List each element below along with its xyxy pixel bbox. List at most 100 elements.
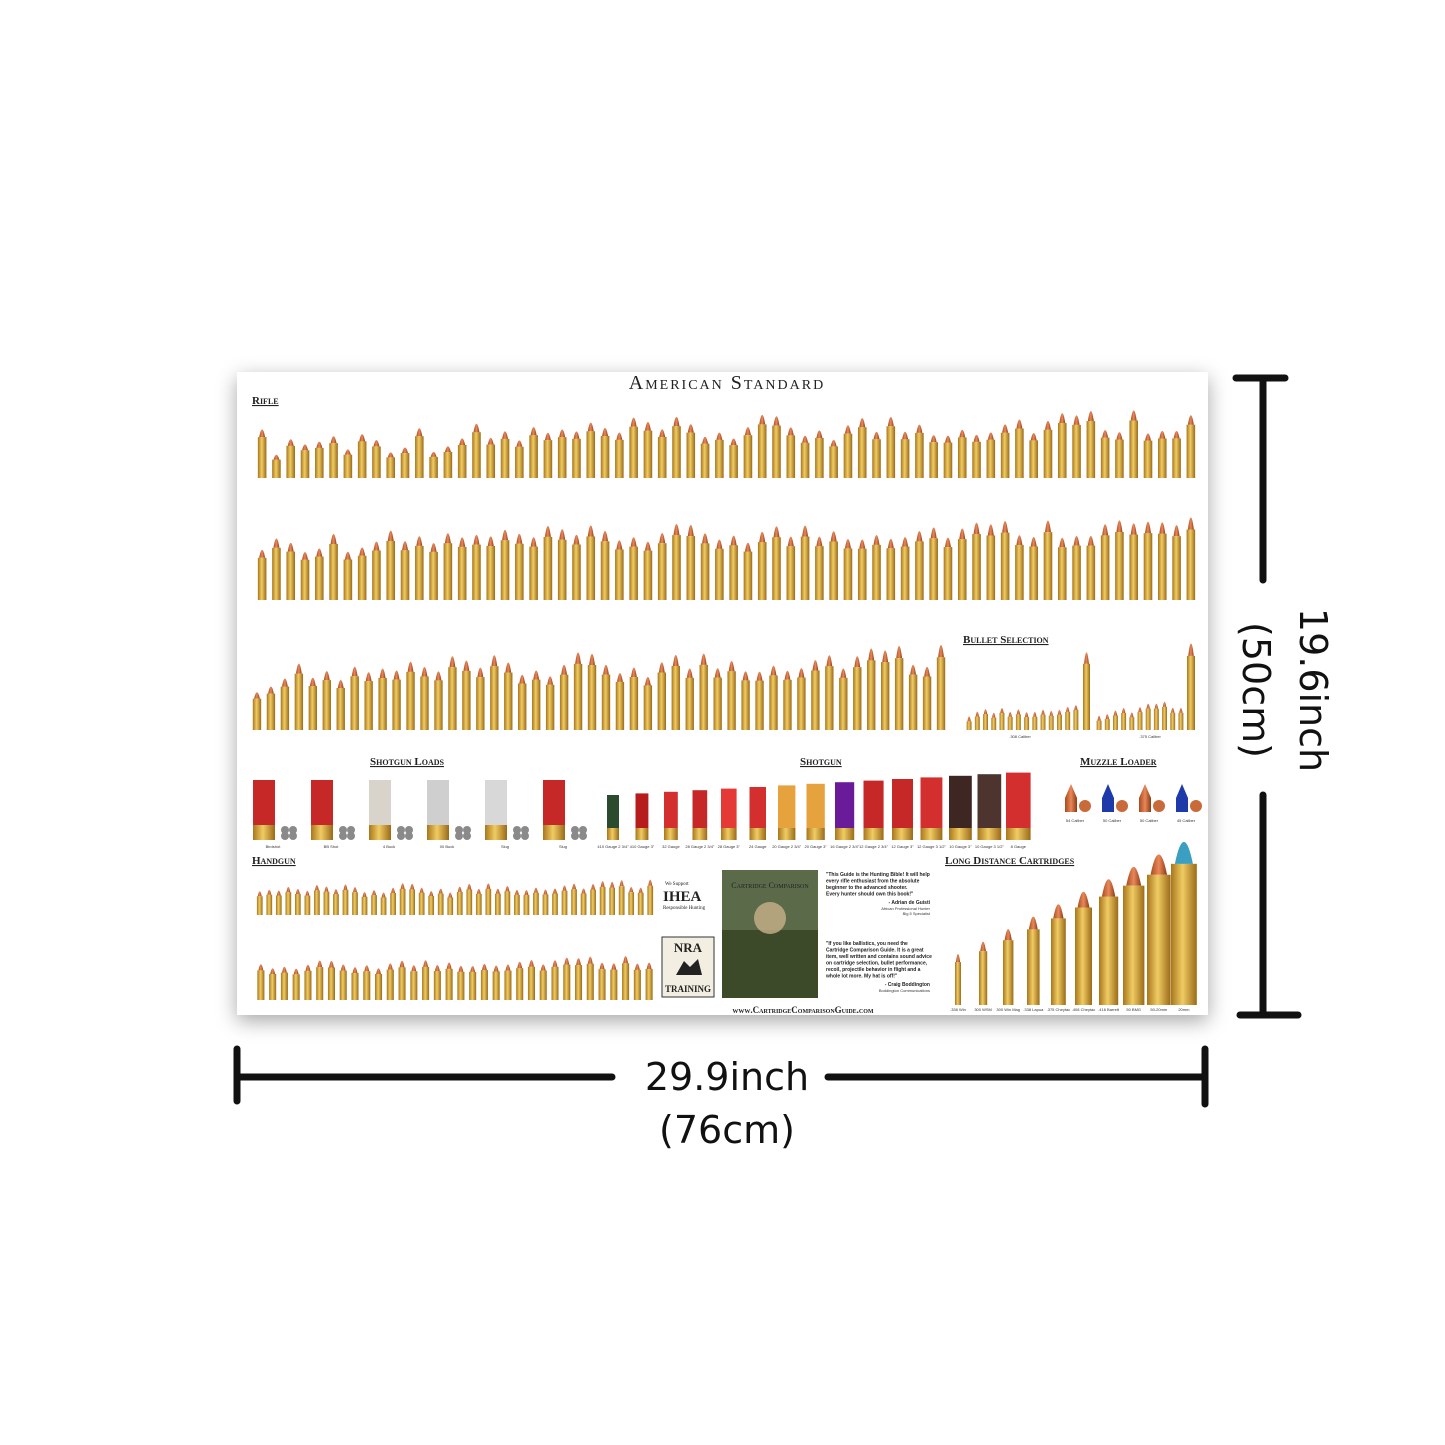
shell-label: 32 Gauge (662, 844, 680, 849)
cartridge (1186, 517, 1196, 600)
cartridge (880, 650, 890, 730)
cartridge (979, 941, 988, 1005)
cartridge-case (361, 896, 368, 915)
cartridge-bullet (352, 967, 358, 973)
cartridge (1187, 643, 1195, 730)
cartridge-bullet (716, 539, 723, 549)
cartridge-case (857, 427, 867, 478)
cartridge-bullet (391, 887, 396, 893)
cartridge (294, 663, 304, 730)
cartridge (1129, 712, 1135, 730)
cartridge-bullet (1130, 712, 1134, 718)
cartridge-case (533, 892, 539, 915)
cartridge-bullet (430, 543, 437, 552)
cartridge (815, 430, 824, 478)
cartridge-case (1178, 712, 1184, 730)
muzzle-bullet (1176, 784, 1188, 812)
cartridge-bullet (359, 547, 366, 556)
cartridge (308, 677, 318, 730)
cartridge-case (629, 546, 638, 600)
cartridge-bullet (273, 538, 280, 548)
cartridge (539, 964, 547, 1000)
cartridge (1072, 535, 1081, 600)
shot-pellet (455, 826, 463, 834)
shell-hull (1006, 772, 1031, 828)
cartridge-case (275, 895, 282, 915)
cartridge-case (609, 887, 615, 915)
cartridge-bullet (700, 653, 707, 665)
cartridge-bullet (1002, 424, 1009, 433)
cartridge (552, 888, 558, 915)
cartridge-case (504, 891, 511, 915)
shell-hull (543, 780, 565, 825)
cartridge-bullet (730, 535, 737, 546)
load-label: Slug (559, 844, 567, 849)
cartridge-bullet (258, 964, 264, 971)
cartridge-bullet (1059, 537, 1066, 548)
cartridge (800, 525, 810, 600)
bullet-label: .308 Caliber (1009, 734, 1031, 739)
cartridge-case (900, 439, 910, 478)
cartridge (495, 888, 501, 915)
cartridge-case (322, 680, 331, 730)
cartridge (1075, 891, 1092, 1005)
shell-base (749, 828, 766, 840)
shell-base (485, 825, 507, 840)
cartridge-bullet (376, 968, 381, 974)
cartridge-case (545, 684, 555, 730)
cartridge (786, 536, 796, 600)
cartridge-case (880, 662, 890, 730)
muzzle-ball (1079, 800, 1091, 812)
shell-hull (427, 780, 449, 825)
cartridge-case (429, 551, 438, 600)
cartridge (561, 885, 568, 915)
cartridge-case (715, 548, 724, 600)
cartridge (699, 653, 708, 730)
cartridge (586, 422, 596, 478)
cartridge-case (1186, 529, 1196, 600)
cartridge-case (372, 446, 381, 478)
cartridge-bullet (798, 668, 805, 678)
height-label: 19.6inch (1291, 608, 1335, 772)
cartridge-bullet (1159, 522, 1166, 534)
cartridge (272, 538, 281, 600)
cartridge-case (304, 895, 311, 915)
cartridge (743, 427, 753, 478)
shell-base (253, 825, 275, 840)
cartridge-bullet (287, 439, 294, 446)
cartridge-bullet (1008, 711, 1012, 717)
cartridge-bullet (644, 541, 651, 551)
cartridge (853, 656, 862, 730)
section-title: Bullet Selection (963, 634, 1049, 646)
cartridge-case (1115, 531, 1124, 600)
cartridge-case (572, 544, 581, 600)
cartridge (1065, 706, 1071, 730)
cartridge (304, 890, 311, 915)
cartridge-case (1029, 546, 1038, 600)
cartridge (915, 424, 924, 478)
shell-base (1006, 828, 1031, 840)
cartridge-case (429, 456, 438, 478)
cartridge-bullet (1000, 707, 1004, 713)
cartridge-case (1147, 874, 1171, 1005)
cartridge (400, 541, 410, 600)
cartridge-case (1187, 655, 1195, 730)
cartridge (336, 680, 345, 730)
shot-pellet (347, 826, 355, 834)
logo-text: We Support (665, 882, 689, 887)
cartridge-bullet (517, 961, 523, 969)
cartridge (571, 883, 577, 915)
ld-label: .338 Lapua (1023, 1007, 1044, 1012)
cartridge (622, 956, 630, 1000)
cartridge-case (486, 444, 496, 478)
cartridge (839, 668, 848, 730)
cartridge-case (516, 968, 524, 1000)
cartridge-bullet (1116, 432, 1123, 440)
shell-label: 10 Gauge 3 1/2" (975, 844, 1005, 849)
cartridge-case (518, 683, 527, 730)
cartridge-bullet (305, 890, 310, 896)
cartridge (280, 966, 288, 1000)
cartridge-case (1145, 708, 1151, 730)
shell-hull (977, 774, 1002, 828)
cartridge (518, 674, 527, 730)
